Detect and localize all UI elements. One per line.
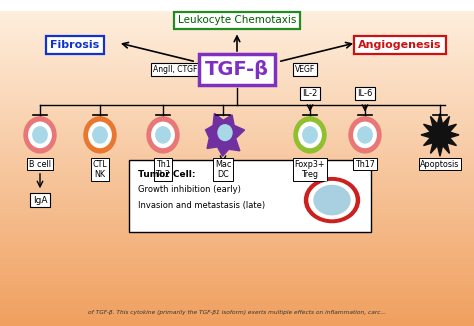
Ellipse shape <box>309 182 355 219</box>
Text: IL-6: IL-6 <box>357 89 373 98</box>
Ellipse shape <box>304 178 359 223</box>
Circle shape <box>156 127 170 143</box>
Circle shape <box>33 127 47 143</box>
Text: Th1
Th2: Th1 Th2 <box>155 160 171 179</box>
Text: Angiogenesis: Angiogenesis <box>358 40 442 50</box>
Circle shape <box>24 117 56 153</box>
Circle shape <box>294 117 326 153</box>
Circle shape <box>93 127 107 143</box>
Polygon shape <box>206 113 245 156</box>
Circle shape <box>303 127 317 143</box>
Text: AngII, CTGF: AngII, CTGF <box>153 65 197 74</box>
Circle shape <box>299 122 321 147</box>
Text: CTL
NK: CTL NK <box>92 160 108 179</box>
Circle shape <box>349 117 381 153</box>
Text: Th17: Th17 <box>355 160 375 169</box>
Ellipse shape <box>314 185 350 215</box>
Text: Leukocyte Chemotaxis: Leukocyte Chemotaxis <box>178 15 296 25</box>
FancyBboxPatch shape <box>129 160 371 231</box>
Text: IL-2: IL-2 <box>302 89 318 98</box>
Text: Mac
DC: Mac DC <box>215 160 231 179</box>
Circle shape <box>354 122 376 147</box>
Text: Growth inhibition (early): Growth inhibition (early) <box>138 185 241 195</box>
Polygon shape <box>421 113 459 156</box>
Circle shape <box>29 122 51 147</box>
Circle shape <box>358 127 372 143</box>
Text: B cell: B cell <box>29 160 51 169</box>
Text: IgA: IgA <box>33 196 47 205</box>
Circle shape <box>147 117 179 153</box>
Text: Apoptosis: Apoptosis <box>420 160 460 169</box>
Circle shape <box>89 122 111 147</box>
Text: VEGF: VEGF <box>295 65 315 74</box>
Circle shape <box>84 117 116 153</box>
Text: Tumor Cell:: Tumor Cell: <box>138 170 195 179</box>
Circle shape <box>152 122 174 147</box>
Text: of TGF-β. This cytokine (primarily the TGF-β1 isoform) exerts multiple effects o: of TGF-β. This cytokine (primarily the T… <box>88 310 386 315</box>
Text: Fibrosis: Fibrosis <box>50 40 100 50</box>
Text: Invasion and metastasis (late): Invasion and metastasis (late) <box>138 201 265 210</box>
Circle shape <box>218 125 232 141</box>
Text: TGF-β: TGF-β <box>205 60 269 79</box>
Text: Foxp3+
Treg: Foxp3+ Treg <box>295 160 325 179</box>
